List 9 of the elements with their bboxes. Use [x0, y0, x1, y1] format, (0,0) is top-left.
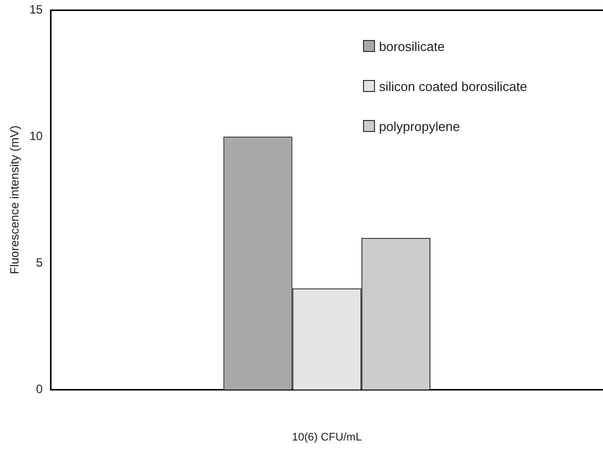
y-axis-title: Fluorescence intensity (mV)	[8, 126, 22, 274]
y-tick-label: 15	[29, 2, 44, 17]
y-tick-label: 0	[36, 382, 44, 396]
legend-label: silicon coated borosilicate	[379, 78, 528, 94]
legend-label: borosilicate	[379, 38, 445, 54]
legend-label: polypropylene	[379, 118, 460, 134]
x-axis-title: 10(6) CFU/mL	[292, 431, 362, 444]
y-tick-label: 10	[29, 128, 44, 143]
y-tick-label: 5	[36, 255, 44, 270]
